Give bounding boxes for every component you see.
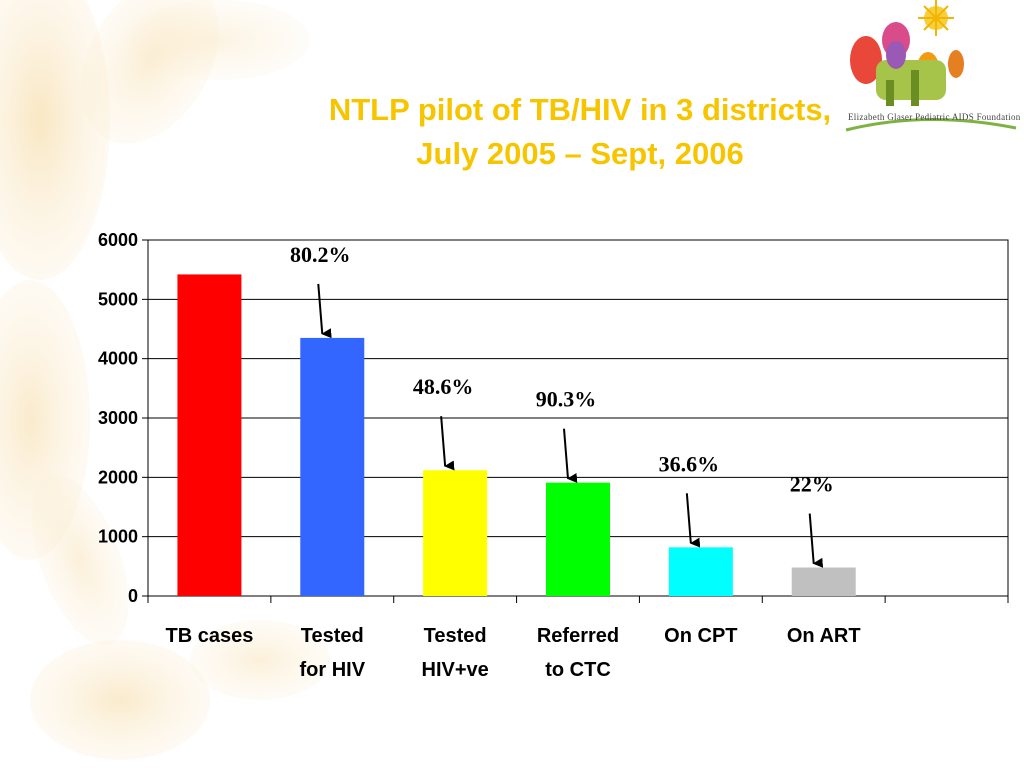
y-tick-label: 6000 xyxy=(98,230,138,250)
annotation-label: 48.6% xyxy=(413,374,474,399)
bar xyxy=(668,547,733,596)
annotation-label: 90.3% xyxy=(536,387,597,412)
annotation-arrow xyxy=(563,428,578,483)
x-category-label: for HIV xyxy=(300,659,366,681)
y-tick-label: 3000 xyxy=(98,408,138,428)
x-category-label: TB cases xyxy=(166,625,254,647)
bar xyxy=(423,470,488,596)
title-line-2: July 2005 – Sept, 2006 xyxy=(416,136,744,171)
x-category-label: On CPT xyxy=(664,625,737,647)
logo-caption: Elizabeth Glaser Pediatric AIDS Foundati… xyxy=(848,112,1021,122)
y-tick-label: 1000 xyxy=(98,527,138,547)
annotation-arrow xyxy=(808,513,824,568)
x-category-label: Referred xyxy=(537,625,619,647)
y-tick-label: 0 xyxy=(128,586,138,606)
flower-garden-logo-icon xyxy=(845,0,1017,132)
bar xyxy=(791,567,856,596)
x-category-label: HIV+ve xyxy=(422,659,489,681)
bar xyxy=(177,274,242,596)
x-category-label: Tested xyxy=(301,625,364,647)
annotation-arrow xyxy=(685,493,701,548)
y-tick-label: 2000 xyxy=(98,467,138,487)
slide-title: NTLP pilot of TB/HIV in 3 districts, Jul… xyxy=(180,88,980,176)
bar xyxy=(300,337,365,596)
y-tick-label: 5000 xyxy=(98,289,138,309)
annotation-label: 36.6% xyxy=(659,451,720,476)
bars xyxy=(177,274,856,596)
x-category-label: to CTC xyxy=(545,659,611,681)
y-axis: 0 1000 2000 3000 4000 5000 6000 xyxy=(98,230,148,606)
x-axis: TB cases Tested for HIV Tested HIV+ve Referre… xyxy=(147,596,1009,681)
annotation-arrow xyxy=(317,283,332,339)
bar xyxy=(546,482,610,596)
y-tick-label: 4000 xyxy=(98,349,138,369)
foundation-logo xyxy=(836,0,1022,140)
x-category-label: On ART xyxy=(787,625,861,647)
x-category-label: Tested xyxy=(424,625,487,647)
title-line-1: NTLP pilot of TB/HIV in 3 districts, xyxy=(328,92,832,127)
annotation-label: 22% xyxy=(790,472,834,497)
annotation-label: 80.2% xyxy=(290,242,351,267)
annotation-arrow xyxy=(440,416,455,471)
annotations: 80.2% 48.6% 90.3% 36.6% 22% xyxy=(290,242,834,568)
